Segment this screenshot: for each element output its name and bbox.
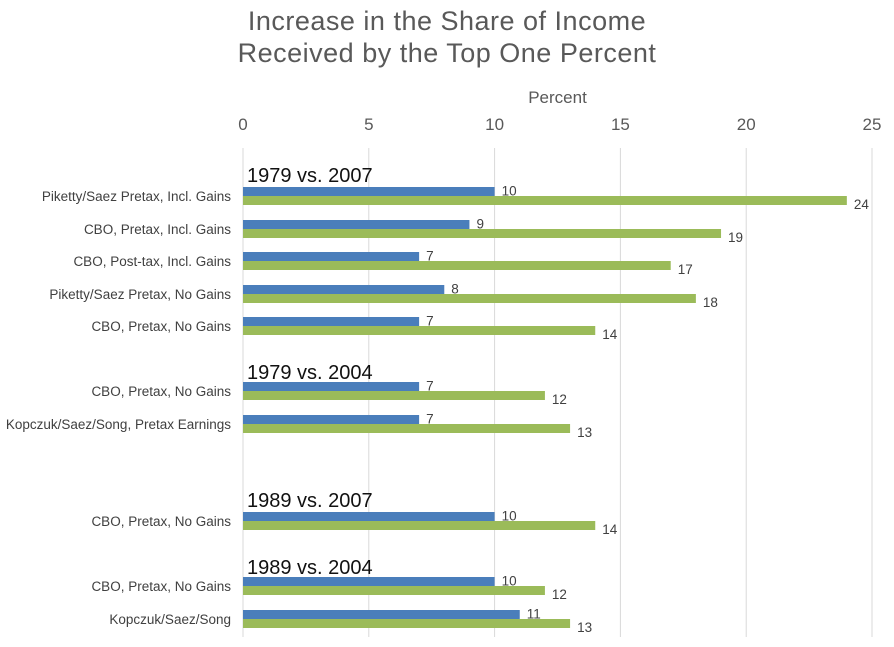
data-label-series-1: 9 [476,217,484,232]
bar-series-1 [243,512,495,521]
bar-series-2 [243,261,671,270]
group-label: 1989 vs. 2004 [247,557,373,579]
category-label: Piketty/Saez Pretax, No Gains [49,287,231,302]
data-label-series-2: 12 [552,392,567,407]
x-tick-label: 20 [737,115,756,134]
bar-series-1 [243,252,420,261]
bar-series-1 [243,187,495,196]
bar-series-1 [243,577,495,586]
category-label: CBO, Pretax, Incl. Gains [84,222,231,237]
bar-series-1 [243,382,420,391]
category-label: CBO, Pretax, No Gains [91,579,231,594]
x-tick-label: 0 [238,115,247,134]
data-label-series-2: 18 [703,295,718,310]
data-label-series-1: 7 [426,412,434,427]
data-label-series-2: 17 [678,262,693,277]
bar-series-1 [243,220,470,229]
chart-title-line-2: Received by the Top One Percent [237,38,657,68]
bar-series-2 [243,521,596,530]
chart-title-line-1: Increase in the Share of Income [247,6,647,36]
bar-series-2 [243,326,596,335]
group-label: 1979 vs. 2004 [247,362,373,384]
bar-series-1 [243,415,420,424]
data-label-series-1: 11 [527,607,541,622]
bar-series-1 [243,610,520,619]
x-tick-label: 10 [485,115,504,134]
bar-series-2 [243,294,696,303]
bar-series-1 [243,317,420,326]
x-tick-label: 15 [611,115,630,134]
bar-series-2 [243,229,722,238]
data-label-series-1: 8 [451,282,459,297]
data-label-series-2: 13 [577,620,592,635]
data-label-series-2: 14 [602,522,618,537]
group-label: 1979 vs. 2007 [247,165,373,187]
category-label: Kopczuk/Saez/Song [109,612,231,627]
category-label: CBO, Post-tax, Incl. Gains [73,254,231,269]
data-label-series-1: 10 [502,574,517,589]
bar-series-2 [243,196,847,205]
category-label: CBO, Pretax, No Gains [91,384,231,399]
data-label-series-1: 7 [426,379,434,394]
bar-series-2 [243,586,545,595]
data-label-series-2: 19 [728,230,743,245]
x-tick-label: 5 [364,115,373,134]
data-label-series-1: 10 [502,509,517,524]
data-label-series-2: 12 [552,587,567,602]
data-label-series-2: 13 [577,425,592,440]
bar-series-1 [243,285,445,294]
group-label: 1989 vs. 2007 [247,490,373,512]
category-label: Kopczuk/Saez/Song, Pretax Earnings [6,417,231,432]
x-tick-label: 25 [863,115,882,134]
bar-series-2 [243,619,571,628]
category-label: CBO, Pretax, No Gains [91,514,231,529]
data-label-series-1: 10 [502,184,517,199]
data-label-series-1: 7 [426,249,434,264]
category-label: Piketty/Saez Pretax, Incl. Gains [42,189,231,204]
bar-series-2 [243,391,545,400]
data-label-series-1: 7 [426,314,434,329]
category-label: CBO, Pretax, No Gains [91,319,231,334]
x-axis-title: Percent [528,88,587,107]
bar-series-2 [243,424,571,433]
data-label-series-2: 14 [602,327,618,342]
data-label-series-2: 24 [854,197,870,212]
